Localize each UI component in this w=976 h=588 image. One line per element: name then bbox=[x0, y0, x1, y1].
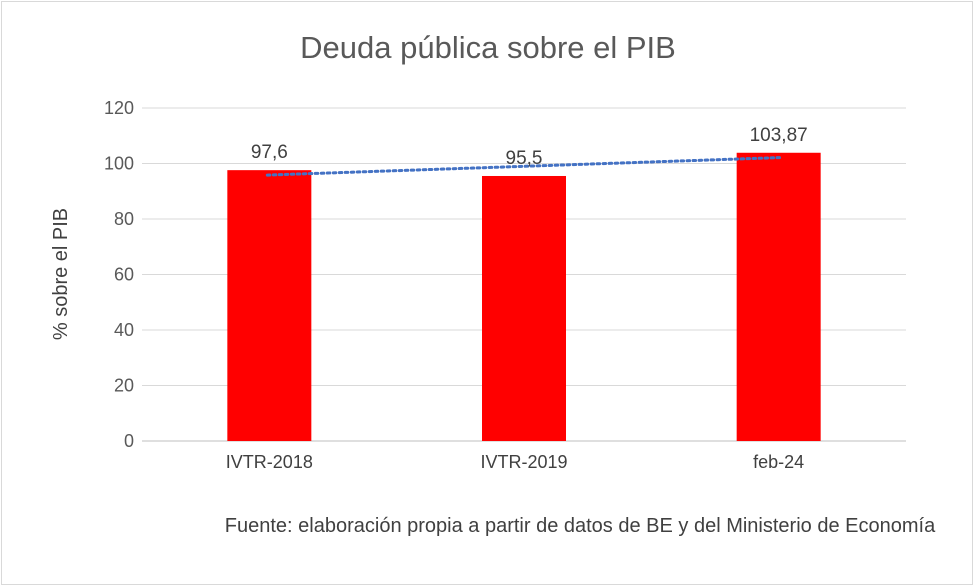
bar-ivtr-2019 bbox=[482, 175, 566, 442]
y-tick-label: 100 bbox=[104, 154, 134, 174]
y-tick-label: 120 bbox=[104, 98, 134, 118]
y-tick-label: 60 bbox=[114, 265, 134, 285]
x-axis-categories: IVTR-2018 IVTR-2019 feb-24 bbox=[226, 452, 804, 472]
data-label: 103,87 bbox=[750, 125, 808, 146]
y-axis-ticks: 0 20 40 60 80 100 120 bbox=[104, 98, 134, 451]
y-axis-label: % sobre el PIB bbox=[50, 208, 72, 340]
x-tick-label: IVTR-2018 bbox=[226, 452, 313, 472]
trendline-group bbox=[265, 156, 783, 177]
trendline bbox=[265, 156, 783, 177]
x-tick-label: IVTR-2019 bbox=[480, 452, 567, 472]
y-tick-label: 80 bbox=[114, 209, 134, 229]
chart-title: Deuda pública sobre el PIB bbox=[300, 30, 676, 65]
y-tick-label: 20 bbox=[114, 376, 134, 396]
bar-feb-24 bbox=[736, 152, 821, 442]
y-tick-label: 0 bbox=[124, 431, 134, 451]
data-label: 97,6 bbox=[251, 142, 288, 163]
data-labels: 97,6 95,5 103,87 bbox=[251, 125, 808, 169]
source-note: Fuente: elaboración propia a partir de d… bbox=[224, 515, 936, 537]
data-label: 95,5 bbox=[506, 148, 543, 169]
x-tick-label: feb-24 bbox=[753, 452, 804, 472]
y-tick-label: 40 bbox=[114, 320, 134, 340]
bars bbox=[227, 152, 821, 442]
bar-ivtr-2018 bbox=[227, 170, 312, 441]
